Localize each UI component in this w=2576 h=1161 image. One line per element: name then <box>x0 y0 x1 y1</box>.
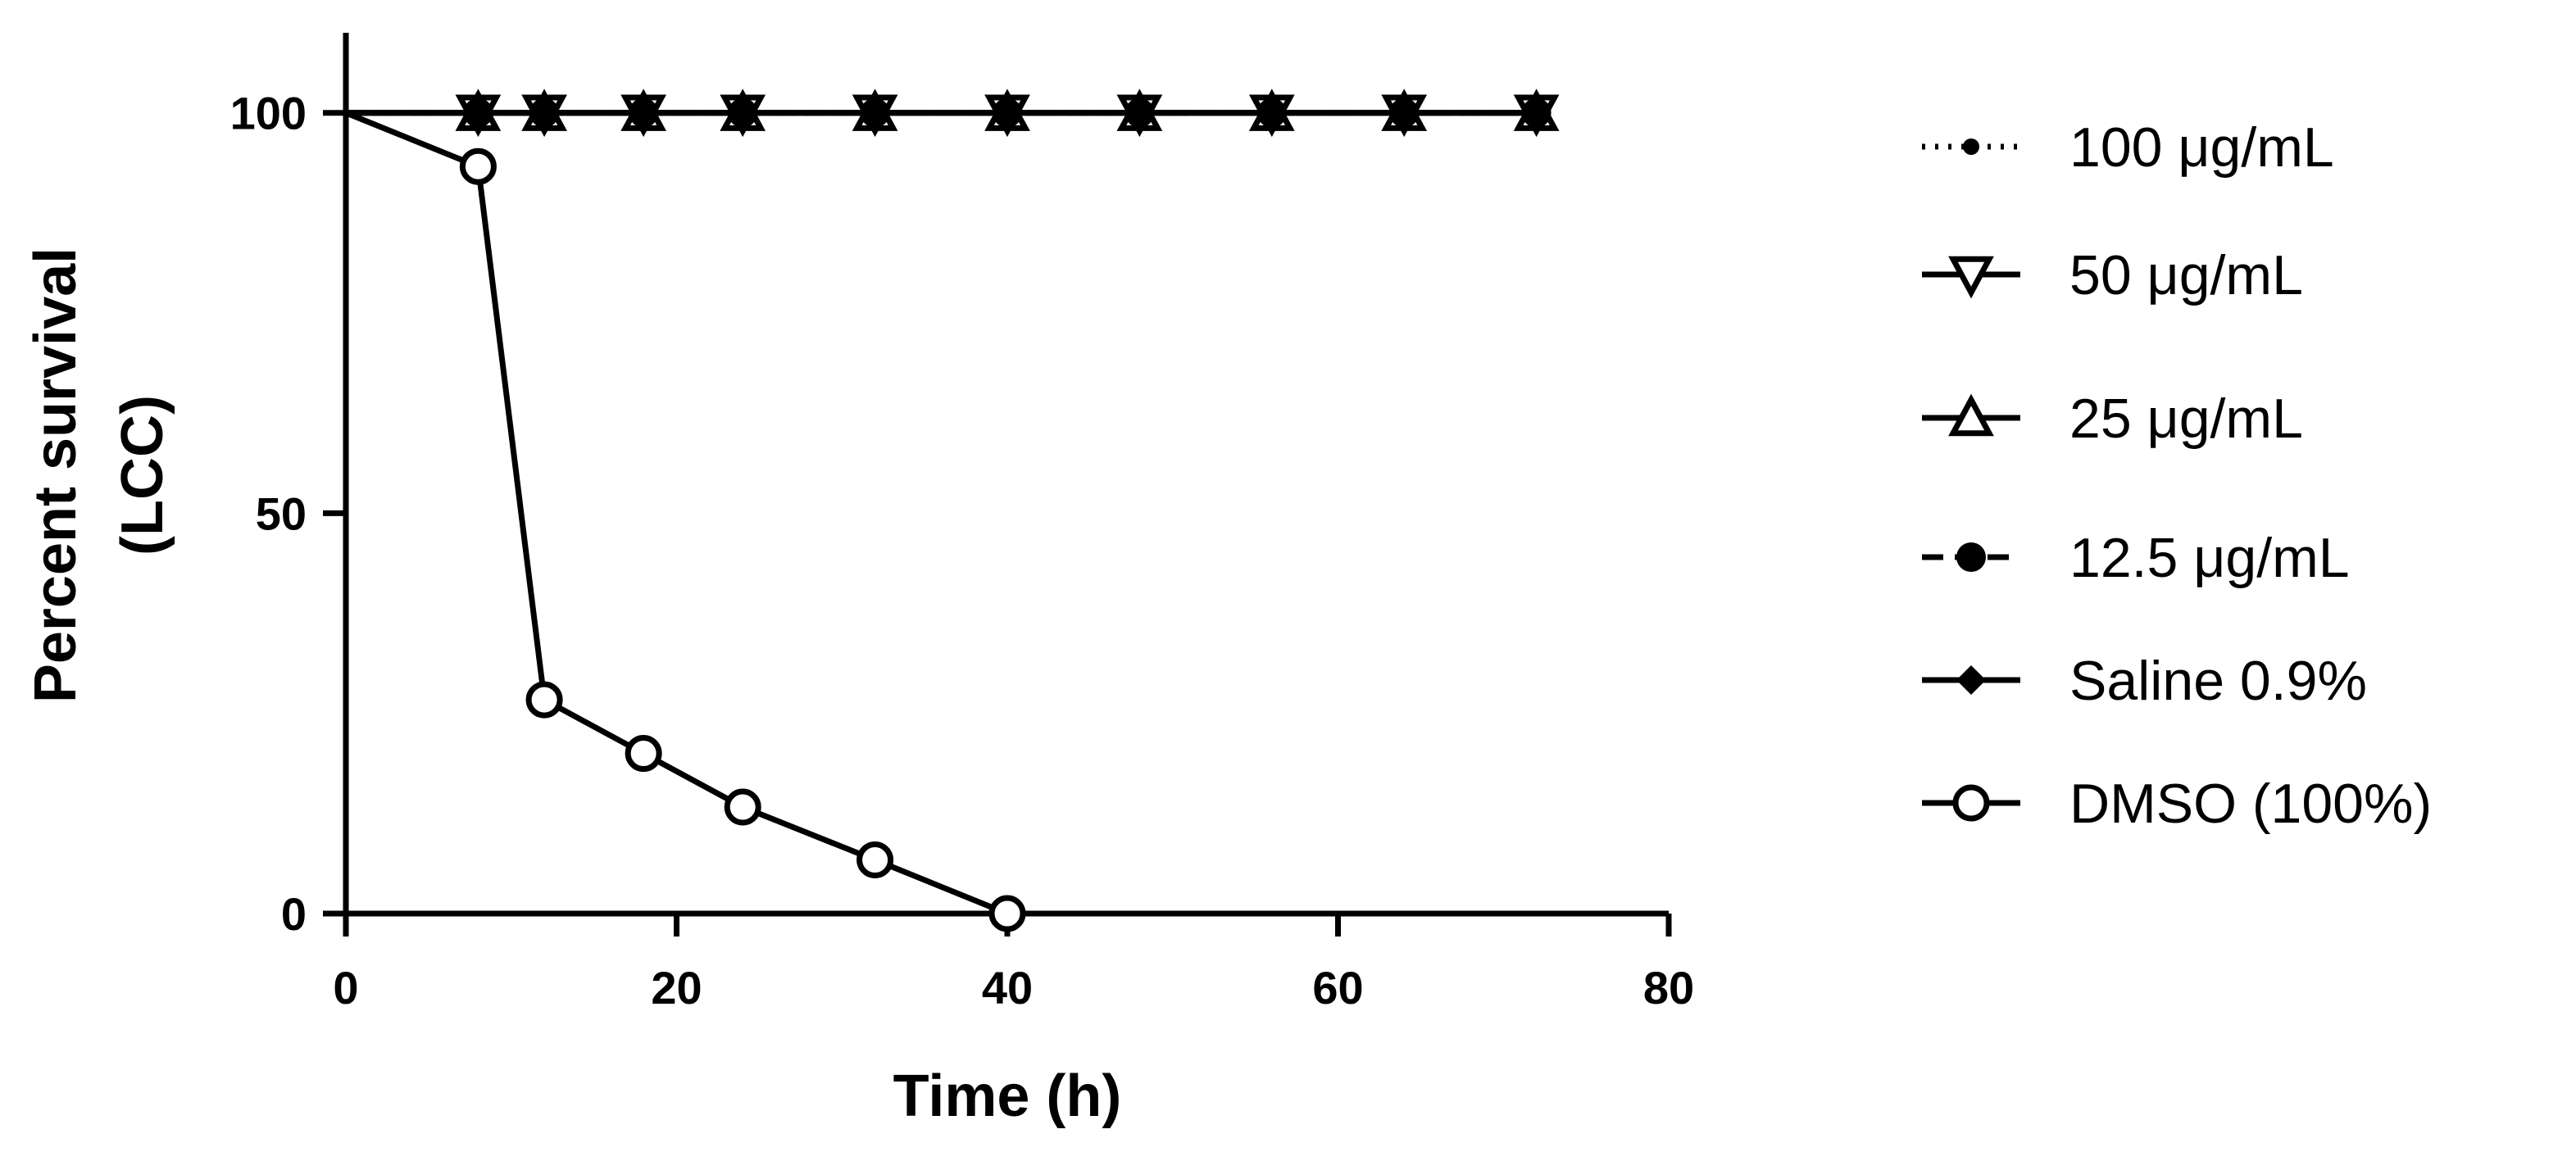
x-tick-label: 80 <box>1643 962 1694 1014</box>
series-6-line <box>344 110 1009 917</box>
series-6-point <box>525 681 563 719</box>
legend-label-4: 12.5 μg/mL <box>2069 527 2350 589</box>
x-tick-label: 20 <box>651 962 702 1014</box>
y-axis-title-line-2: (LCC) <box>110 395 175 556</box>
series-5-point <box>1521 98 1552 128</box>
series-5-point <box>860 98 890 128</box>
series-6-point <box>988 895 1026 932</box>
y-tick-label: 0 <box>281 888 307 940</box>
legend-label-6: DMSO (100%) <box>2069 773 2432 835</box>
legend-marker-3 <box>1948 393 1994 437</box>
series-5-point <box>1389 98 1420 128</box>
legend-label-2: 50 μg/mL <box>2069 244 2303 306</box>
series-6-point <box>625 735 662 773</box>
x-tick-label: 0 <box>333 962 358 1014</box>
legend-marker-4 <box>1956 542 1986 572</box>
series-5-point <box>529 98 560 128</box>
y-tick-label: 50 <box>256 488 307 539</box>
series-5-point <box>463 98 493 128</box>
series-6-point <box>724 788 761 826</box>
series-5-point <box>1256 98 1287 128</box>
legend-label-1: 100 μg/mL <box>2069 116 2334 179</box>
series-5-point <box>993 98 1022 128</box>
legend-marker-1 <box>1963 138 1979 155</box>
x-axis-title: Time (h) <box>893 1063 1122 1129</box>
series-5-point <box>1124 98 1155 128</box>
series-5-point <box>728 98 758 128</box>
legend-marker-2 <box>1948 256 1994 299</box>
legend-marker-6 <box>1952 784 1990 822</box>
legend-marker-5 <box>1956 665 1986 695</box>
series-6-point <box>856 841 894 879</box>
legend-label-5: Saline 0.9% <box>2069 650 2367 712</box>
x-tick-label: 60 <box>1312 962 1363 1014</box>
x-tick-label: 40 <box>982 962 1033 1014</box>
y-axis-title-line-1: Percent survival <box>23 247 89 703</box>
y-tick-label: 100 <box>230 88 307 139</box>
legend-label-3: 25 μg/mL <box>2069 388 2303 450</box>
series-5-point <box>629 98 659 128</box>
series-6-point <box>459 147 497 185</box>
